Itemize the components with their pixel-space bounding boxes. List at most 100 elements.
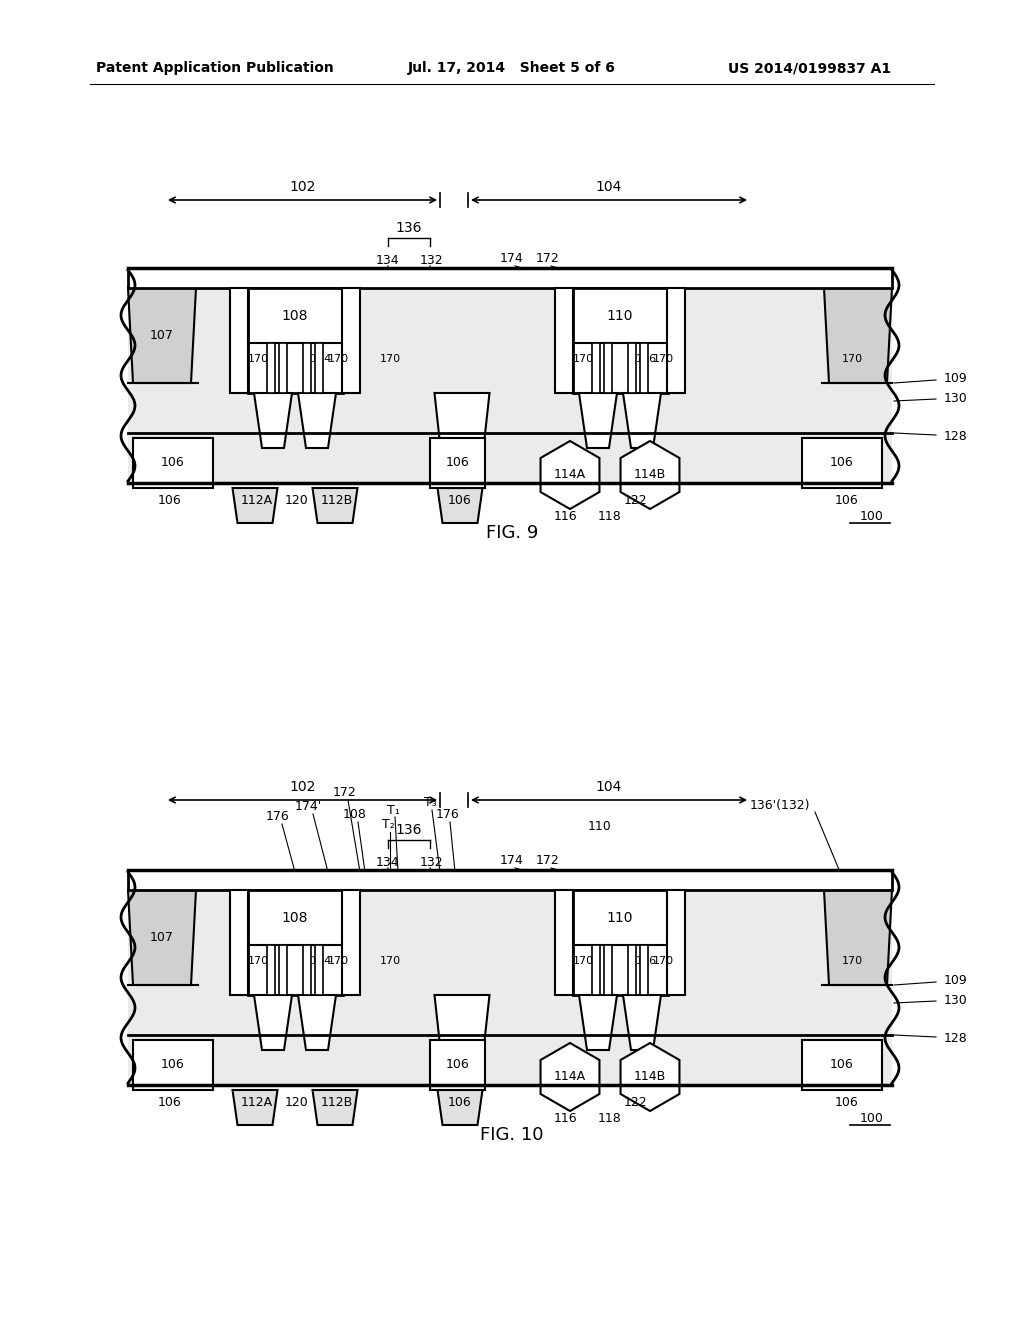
Bar	[279, 343, 287, 393]
Text: 116: 116	[553, 511, 577, 524]
Text: 118: 118	[598, 1113, 622, 1126]
Text: 106: 106	[161, 1059, 185, 1072]
Bar	[555, 890, 573, 995]
Polygon shape	[434, 995, 489, 1049]
Text: 170: 170	[328, 956, 348, 966]
Text: Jul. 17, 2014   Sheet 5 of 6: Jul. 17, 2014 Sheet 5 of 6	[408, 61, 616, 75]
Bar	[628, 945, 636, 995]
Bar	[248, 288, 343, 393]
Text: 118: 118	[598, 511, 622, 524]
Polygon shape	[128, 890, 196, 985]
Text: 170: 170	[842, 956, 862, 966]
Text: 136: 136	[395, 220, 422, 235]
Text: 170: 170	[652, 956, 674, 966]
Text: Patent Application Publication: Patent Application Publication	[96, 61, 334, 75]
Text: 170: 170	[328, 354, 348, 364]
Text: 126: 126	[636, 354, 656, 364]
Text: 170: 170	[248, 956, 268, 966]
Bar	[640, 945, 648, 995]
Text: 106: 106	[836, 495, 859, 507]
Bar	[573, 288, 668, 393]
Text: 110: 110	[607, 309, 633, 323]
Bar	[133, 1040, 213, 1090]
Polygon shape	[312, 488, 357, 523]
Polygon shape	[579, 995, 617, 1049]
Bar	[133, 438, 213, 488]
Text: 116: 116	[553, 1113, 577, 1126]
Polygon shape	[232, 1090, 278, 1125]
Bar	[342, 890, 360, 995]
Text: 130: 130	[944, 392, 968, 405]
Text: 130: 130	[944, 994, 968, 1007]
Bar	[430, 438, 485, 488]
Text: 109: 109	[944, 371, 968, 384]
Text: 102: 102	[290, 780, 315, 795]
Bar	[230, 288, 248, 393]
Text: 170: 170	[380, 956, 400, 966]
Text: T₁: T₁	[387, 804, 399, 817]
Bar	[573, 890, 668, 995]
Text: 107: 107	[151, 931, 174, 944]
Text: T₃: T₃	[424, 796, 436, 809]
Text: 110: 110	[588, 821, 612, 833]
Bar	[128, 268, 892, 288]
Text: 106: 106	[449, 1097, 472, 1110]
Polygon shape	[312, 1090, 357, 1125]
Text: 108: 108	[282, 309, 308, 323]
Bar	[128, 870, 892, 890]
Text: 106: 106	[836, 1097, 859, 1110]
Text: 170: 170	[572, 354, 594, 364]
Bar	[667, 890, 685, 995]
Polygon shape	[434, 393, 489, 447]
Bar	[604, 343, 612, 393]
Bar	[592, 945, 600, 995]
Text: 172: 172	[333, 787, 357, 800]
Bar	[640, 343, 648, 393]
Text: 170: 170	[248, 354, 268, 364]
Text: 109: 109	[944, 974, 968, 986]
Text: 170: 170	[842, 354, 862, 364]
Text: 106: 106	[445, 1059, 469, 1072]
Text: 126: 126	[636, 956, 656, 966]
Polygon shape	[824, 890, 892, 985]
Bar	[555, 288, 573, 393]
Bar	[342, 288, 360, 393]
Text: 136: 136	[395, 822, 422, 837]
Text: 174: 174	[500, 252, 524, 264]
Text: 128: 128	[944, 1031, 968, 1044]
Polygon shape	[298, 995, 336, 1049]
Bar	[315, 343, 323, 393]
Bar	[430, 1040, 485, 1090]
Text: 122: 122	[624, 495, 647, 507]
Text: 110: 110	[607, 911, 633, 925]
Text: 174': 174'	[294, 800, 322, 813]
Polygon shape	[254, 995, 292, 1049]
Text: 106: 106	[830, 1059, 854, 1072]
Text: 132: 132	[419, 855, 442, 869]
Bar	[802, 438, 882, 488]
Text: 120: 120	[285, 495, 309, 507]
Bar	[267, 945, 275, 995]
Text: 134: 134	[375, 855, 398, 869]
Text: 100: 100	[860, 511, 884, 524]
Text: 106: 106	[830, 457, 854, 470]
Text: 124: 124	[310, 354, 332, 364]
Text: 128: 128	[944, 429, 968, 442]
Text: 106: 106	[161, 457, 185, 470]
Polygon shape	[621, 441, 680, 510]
Text: 114A: 114A	[554, 1071, 586, 1084]
Text: 107: 107	[151, 329, 174, 342]
Bar	[128, 870, 892, 1085]
Text: 114A: 114A	[554, 469, 586, 482]
Text: 174: 174	[500, 854, 524, 866]
Text: 106: 106	[449, 495, 472, 507]
Text: 112B: 112B	[321, 495, 353, 507]
Polygon shape	[254, 393, 292, 447]
Text: FIG. 10: FIG. 10	[480, 1126, 544, 1144]
Polygon shape	[541, 1043, 599, 1111]
Bar	[267, 343, 275, 393]
Text: 134: 134	[375, 253, 398, 267]
Text: 170: 170	[380, 354, 400, 364]
Text: 106: 106	[158, 1097, 182, 1110]
Text: FIG. 9: FIG. 9	[485, 524, 539, 543]
